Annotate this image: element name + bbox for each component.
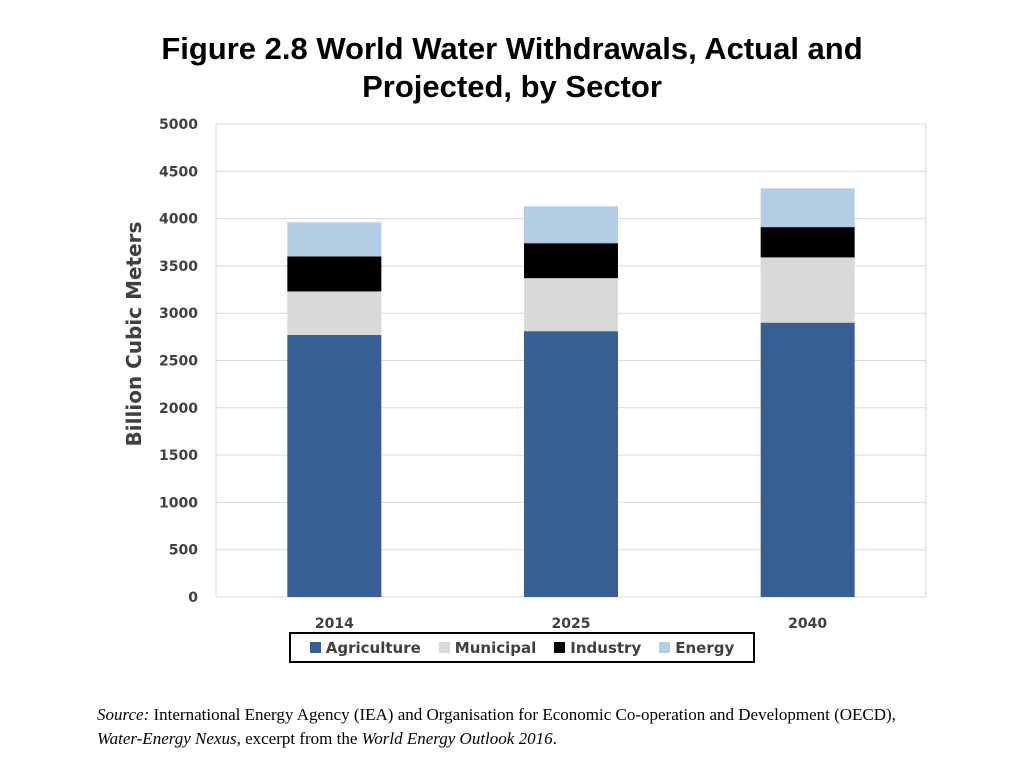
y-tick-label: 2000: [159, 401, 198, 417]
bar-energy-2025: [524, 206, 618, 244]
x-tick-label: 2014: [315, 616, 354, 632]
bar-agriculture-2040: [760, 322, 855, 597]
legend-item-energy: Energy: [659, 639, 734, 657]
chart-title-line-1: Figure 2.8 World Water Withdrawals, Actu…: [161, 31, 863, 66]
bar-energy-2040: [760, 188, 855, 228]
legend-item-municipal: Municipal: [438, 638, 537, 657]
bar-municipal-2025: [524, 278, 618, 332]
y-tick-label: 0: [188, 590, 198, 606]
bar-energy-2014: [287, 222, 382, 257]
legend-item-agriculture: Agriculture: [309, 638, 421, 657]
y-tick-label: 1500: [159, 448, 198, 464]
chart-title: Figure 2.8 World Water Withdrawals, Actu…: [0, 30, 1024, 106]
bar-municipal-2040: [760, 257, 855, 323]
legend-swatch: [309, 642, 321, 653]
y-tick-label: 1000: [159, 495, 198, 511]
y-tick-label: 5000: [159, 117, 198, 133]
source-end: .: [552, 729, 557, 748]
source-publication-1: Water-Energy Nexus: [97, 729, 237, 748]
y-tick-label: 4000: [159, 212, 198, 228]
source-text-2: , excerpt from the: [236, 729, 362, 748]
bar-industry-2040: [760, 227, 855, 258]
bars: [287, 188, 855, 597]
y-tick-label: 3500: [159, 259, 198, 275]
chart-legend: Agriculture Municipal Industry Energy: [289, 632, 755, 663]
chart-title-line-2: Projected, by Sector: [362, 69, 662, 104]
source-note: Source: International Energy Agency (IEA…: [97, 703, 897, 751]
x-axis-tick-labels: 2014 2025 2040: [315, 616, 828, 632]
source-text-1: International Energy Agency (IEA) and Or…: [149, 705, 896, 724]
legend-swatch: [554, 642, 566, 653]
legend-item-industry: Industry: [554, 639, 641, 657]
y-tick-label: 3000: [159, 306, 198, 322]
bar-agriculture-2025: [524, 331, 618, 597]
legend-swatch: [659, 642, 671, 653]
x-tick-label: 2025: [552, 616, 591, 632]
y-axis-label: Billion Cubic Meters: [122, 222, 146, 447]
y-axis-tick-labels: 0 500 1000 1500 2000 2500 3000 3500 4000 4500 5000: [159, 117, 198, 606]
legend-label: Industry: [570, 638, 642, 657]
legend-label: Agriculture: [325, 638, 421, 657]
x-tick-label: 2040: [788, 616, 827, 632]
bar-industry-2014: [287, 256, 382, 292]
legend-label: Energy: [675, 638, 735, 657]
bar-industry-2025: [524, 243, 618, 279]
source-label: Source:: [97, 705, 150, 724]
legend-swatch: [438, 642, 450, 653]
y-tick-label: 500: [169, 543, 198, 559]
bar-agriculture-2014: [287, 334, 382, 597]
y-tick-label: 4500: [159, 164, 198, 180]
source-publication-2: World Energy Outlook 2016: [361, 729, 553, 748]
y-tick-label: 2500: [159, 354, 198, 370]
legend-label: Municipal: [454, 638, 537, 657]
bar-municipal-2014: [287, 291, 382, 335]
